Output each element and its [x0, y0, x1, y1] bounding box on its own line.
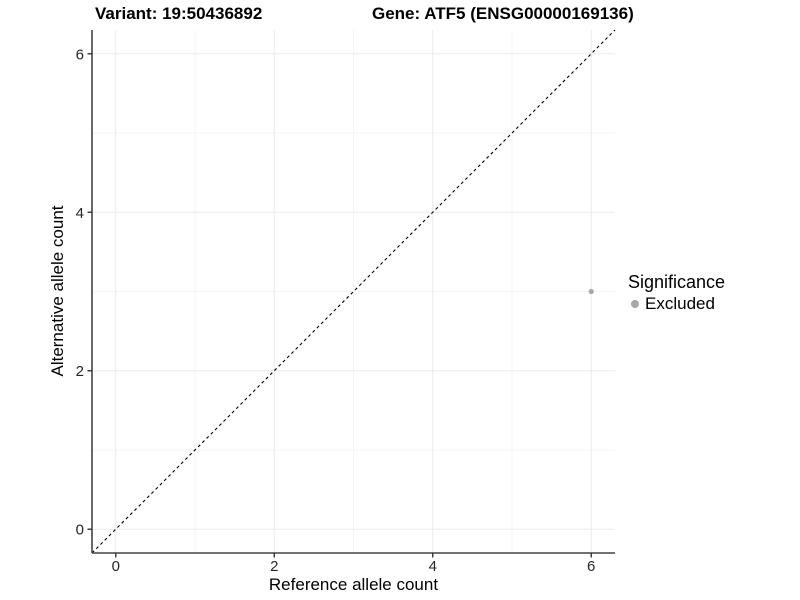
y-tick-label: 2: [76, 363, 84, 380]
data-point: [588, 288, 594, 295]
x-tick-label: 4: [429, 558, 437, 575]
gene-title: Gene: ATF5 (ENSG00000169136): [372, 4, 634, 23]
x-tick-label: 2: [270, 558, 278, 575]
variant-title: Variant: 19:50436892: [95, 4, 263, 23]
legend-excluded-dot-icon: [631, 299, 639, 308]
legend: Significance Excluded: [628, 271, 725, 314]
legend-entry-label: Excluded: [645, 294, 715, 313]
legend-entry-excluded: Excluded: [628, 293, 725, 314]
x-tick-label: 0: [112, 558, 120, 575]
y-axis-label: Alternative allele count: [48, 205, 67, 377]
x-axis-label: Reference allele count: [268, 575, 439, 594]
x-tick-label: 6: [587, 558, 595, 575]
legend-title: Significance: [628, 272, 726, 292]
y-tick-label: 6: [76, 46, 84, 63]
y-tick-label: 0: [76, 522, 84, 539]
y-tick-label: 4: [76, 205, 84, 222]
